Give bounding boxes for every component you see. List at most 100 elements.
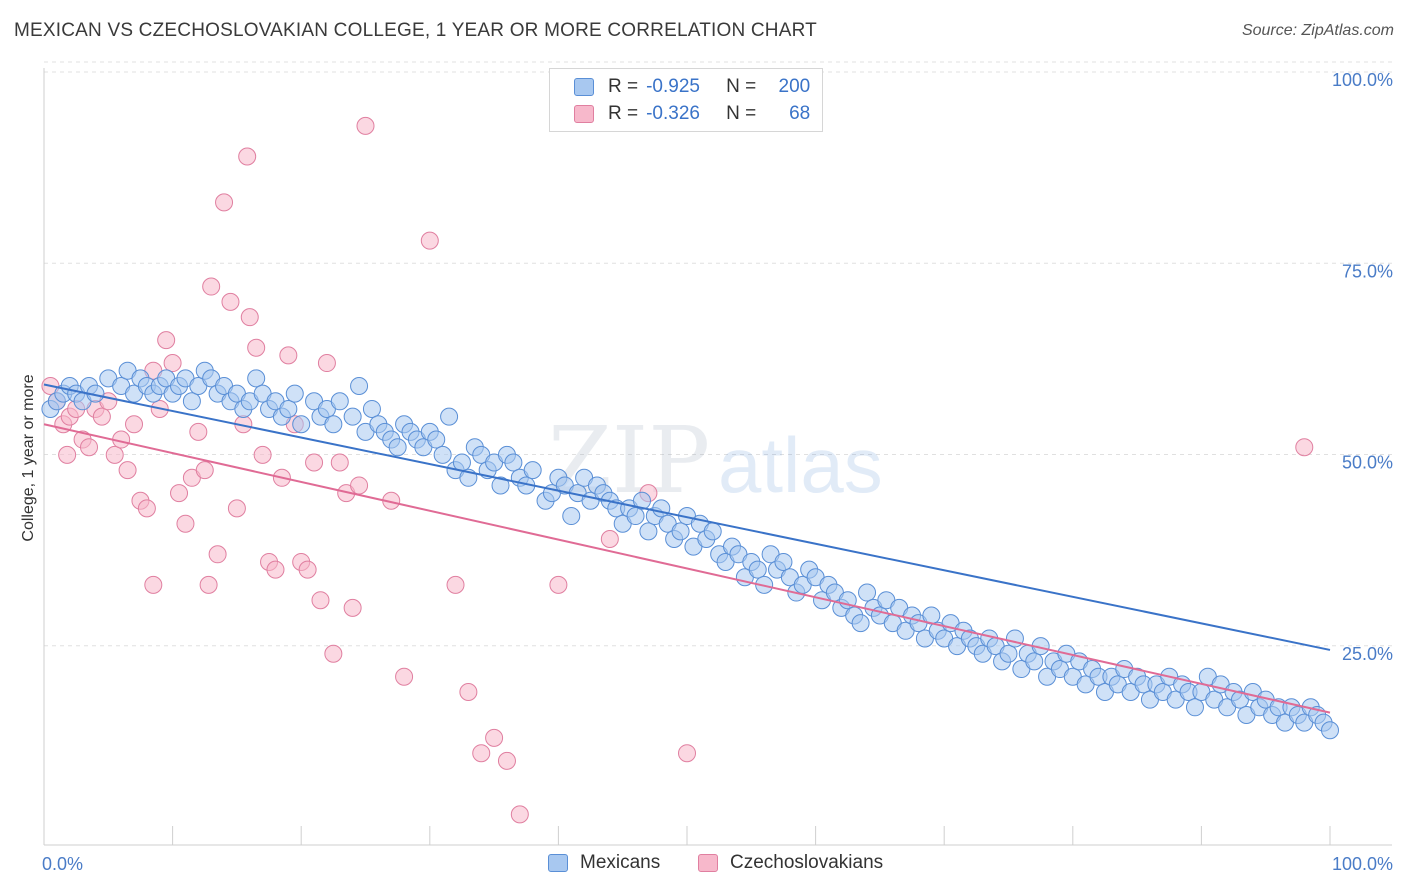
czechoslovakians-point bbox=[298, 560, 317, 579]
czechoslovakians-point bbox=[125, 415, 144, 434]
mexicans-points bbox=[41, 361, 1339, 740]
czechoslovakians-point bbox=[311, 591, 330, 610]
czechoslovakians-point bbox=[199, 575, 218, 594]
y-tick-label: 50.0% bbox=[1342, 453, 1393, 473]
mexicans-point bbox=[343, 407, 362, 426]
mexicans-point bbox=[523, 461, 542, 480]
legend-swatch-mexicans bbox=[574, 78, 594, 96]
x-tick-label-end: 100.0% bbox=[1332, 854, 1393, 874]
series-legend: Mexicans Czechoslovakians bbox=[0, 852, 1406, 878]
czechoslovakians-point bbox=[317, 354, 336, 373]
mexicans-point bbox=[999, 644, 1018, 663]
czechoslovakians-point bbox=[279, 346, 298, 365]
czechoslovakians-point bbox=[238, 147, 257, 166]
mexicans-point bbox=[639, 522, 658, 541]
legend-swatch-czechoslovakians bbox=[574, 105, 594, 123]
mexicans-point bbox=[285, 384, 304, 403]
series-swatch-mexicans bbox=[548, 854, 568, 872]
czechoslovakians-point bbox=[485, 728, 504, 747]
mexicans-point bbox=[452, 453, 471, 472]
mexicans-point bbox=[362, 399, 381, 418]
czechoslovakians-point bbox=[137, 499, 156, 518]
series-swatch-czechoslovakians bbox=[698, 854, 718, 872]
series-legend-czechoslovakians[interactable]: Czechoslovakians bbox=[698, 852, 883, 874]
mexicans-point bbox=[1185, 698, 1204, 717]
czechoslovakians-point bbox=[170, 484, 189, 503]
mexicans-point bbox=[1005, 629, 1024, 648]
czechoslovakians-point bbox=[176, 514, 195, 533]
mexicans-point bbox=[1321, 721, 1339, 740]
series-label-mexicans: Mexicans bbox=[580, 852, 661, 873]
axes bbox=[43, 68, 1392, 846]
czechoslovakians-point bbox=[350, 476, 369, 495]
legend-row-mexicans: R = -0.925 N = 200 bbox=[574, 74, 810, 100]
y-axis-label: College, 1 year or more bbox=[20, 374, 37, 541]
legend-n-label: N = bbox=[726, 76, 757, 97]
mexicans-point bbox=[632, 491, 651, 510]
czechoslovakians-point bbox=[189, 422, 208, 441]
legend-n-label: N = bbox=[726, 103, 757, 124]
legend-r-value-czechoslovakians: -0.326 bbox=[646, 103, 700, 124]
czechoslovakians-point bbox=[144, 575, 163, 594]
mexicans-point bbox=[703, 522, 722, 541]
czechoslovakians-point bbox=[240, 308, 259, 327]
czechoslovakians-point bbox=[208, 545, 227, 564]
czechoslovakians-points bbox=[41, 116, 1314, 824]
legend-r-label: R = bbox=[608, 103, 639, 124]
czechoslovakians-point bbox=[678, 744, 696, 763]
czechoslovakians-point bbox=[118, 461, 137, 480]
czechoslovakians-point bbox=[343, 598, 362, 617]
legend-r-label: R = bbox=[608, 76, 639, 97]
mexicans-point bbox=[504, 453, 523, 472]
mexicans-point bbox=[433, 445, 452, 464]
czechoslovakians-point bbox=[472, 744, 491, 763]
czechoslovakians-point bbox=[600, 530, 619, 548]
czechoslovakians-point bbox=[202, 277, 221, 296]
mexicans-point bbox=[350, 377, 369, 395]
czechoslovakians-point bbox=[395, 667, 414, 686]
mexicans-point bbox=[671, 522, 690, 541]
czechoslovakians-point bbox=[1295, 438, 1314, 457]
czechoslovakians-point bbox=[80, 438, 99, 457]
mexicans-point bbox=[626, 507, 645, 526]
mexicans-point bbox=[292, 415, 311, 434]
czechoslovakians-point bbox=[420, 231, 439, 250]
watermark-atlas: atlas bbox=[718, 421, 883, 509]
mexicans-point bbox=[1025, 652, 1044, 671]
x-tick-label-start: 0.0% bbox=[42, 854, 83, 874]
legend-n-value-czechoslovakians: 68 bbox=[789, 103, 811, 124]
czechoslovakians-point bbox=[497, 751, 516, 770]
mexicans-point bbox=[858, 583, 877, 602]
czechoslovakians-point bbox=[330, 453, 349, 472]
czechoslovakians-trend-line bbox=[43, 423, 1331, 714]
mexicans-point bbox=[652, 499, 671, 518]
czechoslovakians-point bbox=[92, 407, 111, 426]
czechoslovakians-point bbox=[305, 453, 324, 472]
mexicans-point bbox=[427, 430, 446, 449]
czechoslovakians-point bbox=[227, 499, 246, 518]
y-tick-label: 25.0% bbox=[1342, 644, 1393, 664]
czechoslovakians-point bbox=[459, 683, 478, 701]
chart-title: MEXICAN VS CZECHOSLOVAKIAN COLLEGE, 1 YE… bbox=[14, 20, 817, 41]
series-label-czechoslovakians: Czechoslovakians bbox=[730, 852, 884, 873]
legend-row-czechoslovakians: R = -0.326 N = 68 bbox=[574, 101, 810, 127]
czechoslovakians-point bbox=[221, 292, 240, 311]
y-tick-label: 75.0% bbox=[1342, 261, 1393, 281]
series-legend-mexicans[interactable]: Mexicans bbox=[548, 852, 660, 874]
czechoslovakians-point bbox=[157, 331, 176, 350]
czechoslovakians-point bbox=[324, 644, 343, 663]
source-label: Source: ZipAtlas.com bbox=[1241, 22, 1394, 39]
watermark: ZIP atlas bbox=[548, 407, 883, 514]
czechoslovakians-point bbox=[446, 575, 465, 594]
mexicans-point bbox=[324, 415, 343, 434]
czechoslovakians-point bbox=[549, 575, 568, 594]
mexicans-point bbox=[748, 560, 767, 579]
mexicans-point bbox=[279, 399, 298, 418]
mexicans-point bbox=[851, 614, 870, 633]
czechoslovakians-point bbox=[105, 445, 124, 464]
mexicans-point bbox=[562, 507, 581, 526]
mexicans-point bbox=[182, 392, 201, 411]
czechoslovakians-point bbox=[163, 354, 182, 373]
mexicans-point bbox=[388, 438, 407, 457]
